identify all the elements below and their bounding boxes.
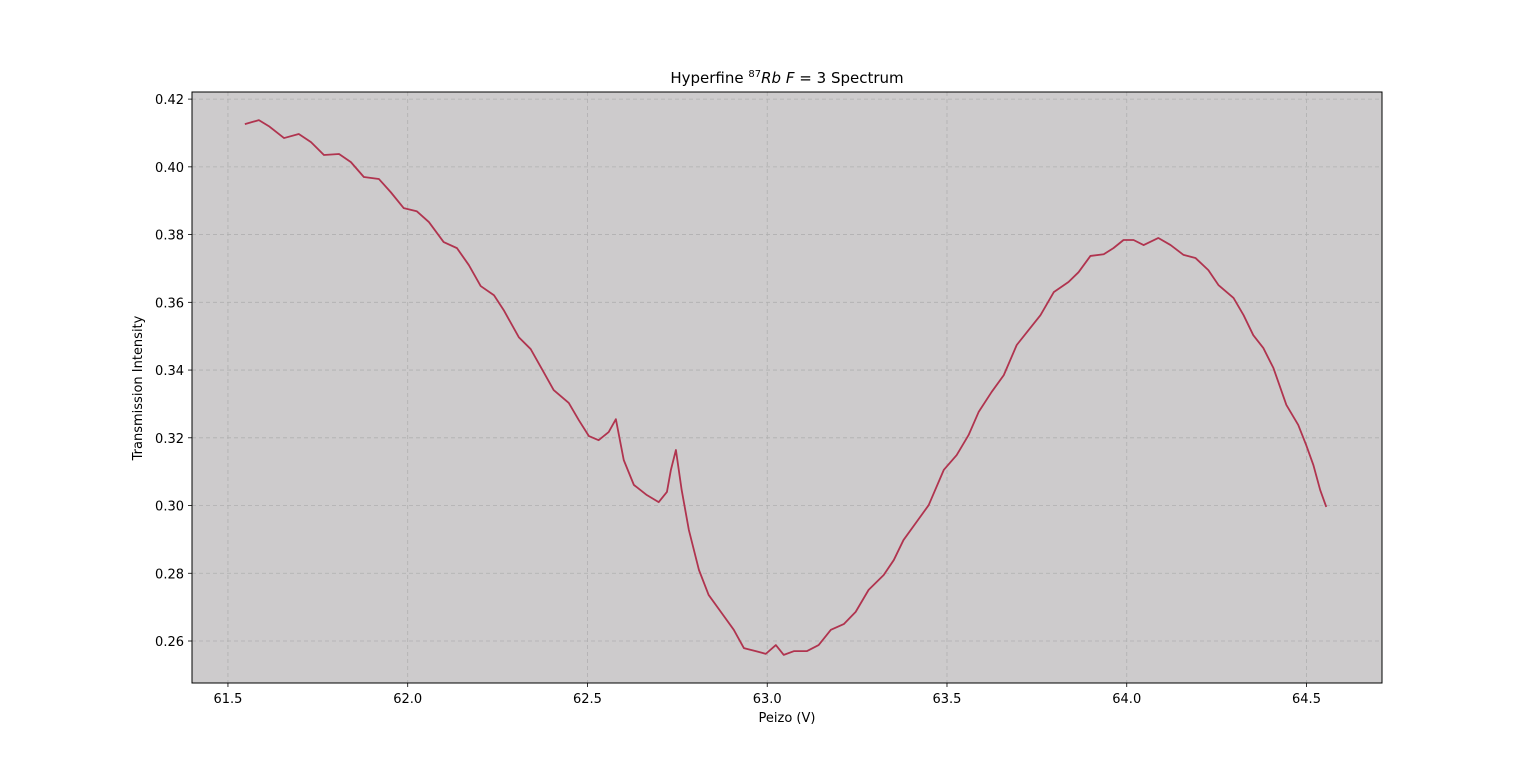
x-tick-label: 63.5	[933, 692, 962, 707]
chart-title: Hyperfine 87Rb F = 3 Spectrum	[670, 69, 903, 87]
y-tick-label: 0.40	[155, 161, 184, 176]
x-axis-label: Peizo (V)	[759, 711, 816, 726]
plot-area	[192, 92, 1382, 683]
y-tick-label: 0.28	[155, 567, 184, 582]
y-tick-label: 0.38	[155, 229, 184, 244]
x-tick-label: 62.5	[573, 692, 602, 707]
x-tick-label: 64.5	[1292, 692, 1321, 707]
title-part: 87	[748, 69, 761, 80]
x-tick-label: 64.0	[1112, 692, 1141, 707]
title-part: F	[786, 69, 795, 87]
data-line	[244, 119, 1328, 656]
y-tick-label: 0.36	[155, 296, 184, 311]
y-tick-label: 0.42	[155, 93, 184, 108]
plot-frame	[191, 91, 1383, 684]
y-tick-label: 0.34	[155, 364, 184, 379]
y-axis-label: Transmission Intensity	[131, 315, 146, 461]
x-tick-label: 62.0	[393, 692, 422, 707]
y-tick-label: 0.32	[155, 432, 184, 447]
title-part: = 3	[799, 69, 826, 87]
title-part: Rb	[761, 69, 781, 87]
x-tick-label: 61.5	[213, 692, 242, 707]
y-tick-label: 0.30	[155, 500, 184, 515]
plot-layer: 61.5 62.0 62.5 63.0 63.5 64.0 64.5 0.26 0.28 0.30…	[155, 92, 1382, 707]
x-tick-label: 63.0	[753, 692, 782, 707]
title-part: Hyperfine	[670, 69, 743, 87]
title-part: Spectrum	[831, 69, 904, 87]
y-tick-label: 0.26	[155, 635, 184, 650]
